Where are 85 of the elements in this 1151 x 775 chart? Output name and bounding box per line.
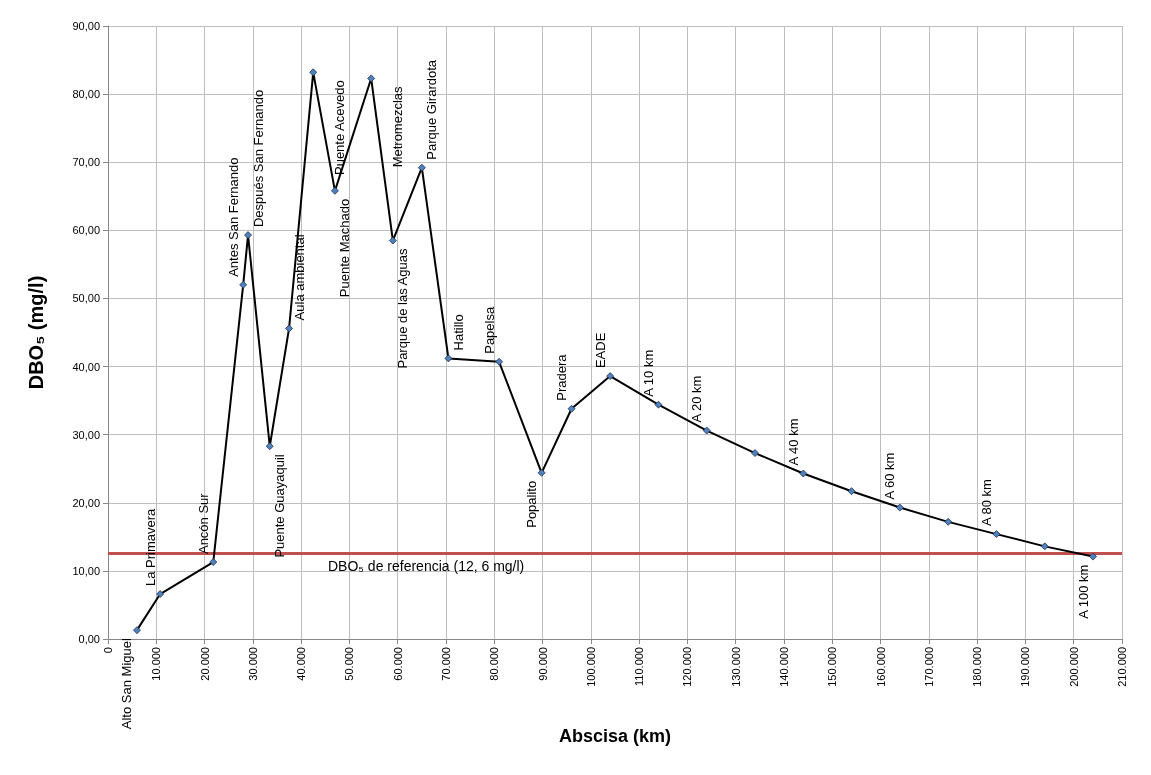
annotation: Popalito bbox=[524, 480, 540, 528]
x-tick-label: 50.000 bbox=[343, 647, 356, 681]
annotation: Puente Machado bbox=[337, 198, 353, 298]
annotation: Alto San Miguel bbox=[119, 638, 135, 730]
annotation: Antes San Fernando bbox=[225, 157, 241, 277]
annotation: Parque Girardota bbox=[424, 59, 440, 160]
y-tick-label: 60,00 bbox=[72, 224, 100, 237]
x-tick-label: 190.000 bbox=[1019, 647, 1032, 687]
annotation: A 40 km bbox=[785, 418, 801, 466]
x-tick-label: 150.000 bbox=[826, 647, 839, 687]
point bbox=[239, 280, 248, 289]
annotation: Hatillo bbox=[450, 314, 466, 351]
x-tick-label: 140.000 bbox=[778, 647, 790, 687]
annotation: La Primavera bbox=[142, 507, 158, 587]
x-tick-label: 80.000 bbox=[488, 647, 501, 681]
point bbox=[331, 186, 339, 195]
x-tick-label: 120.000 bbox=[681, 647, 694, 687]
annotation: Después San Fernando bbox=[250, 89, 266, 228]
y-axis-title: DBO₅ (mg/l) bbox=[25, 275, 47, 390]
point bbox=[567, 404, 576, 413]
annotation: A 100 km bbox=[1075, 564, 1091, 619]
annotation: A 80 km bbox=[978, 479, 994, 527]
x-axis-title: Abscisa (km) bbox=[558, 726, 672, 746]
x-tick-label: 30.000 bbox=[246, 647, 259, 681]
point bbox=[895, 503, 904, 512]
point bbox=[388, 236, 397, 245]
point bbox=[992, 530, 1001, 539]
point bbox=[309, 68, 318, 77]
point bbox=[417, 163, 426, 172]
y-tick-label: 30,00 bbox=[72, 428, 100, 441]
annotation: A 20 km bbox=[689, 375, 705, 423]
point bbox=[1089, 552, 1097, 561]
x-tick-label: 170.000 bbox=[922, 647, 935, 687]
y-tick-label: 90,00 bbox=[72, 20, 100, 32]
annotation: Pradera bbox=[554, 353, 570, 401]
annotation: Puente Acevedo bbox=[331, 80, 347, 176]
point bbox=[244, 231, 252, 239]
point bbox=[606, 372, 615, 380]
point bbox=[367, 74, 376, 83]
point bbox=[285, 324, 293, 333]
x-tick-label: 160.000 bbox=[874, 647, 887, 687]
x-tick-label: 60.000 bbox=[391, 647, 404, 681]
y-tick-label: 20,00 bbox=[72, 496, 100, 509]
y-tick-label: 70,00 bbox=[72, 156, 100, 169]
x-tick-label: 110.000 bbox=[633, 647, 646, 686]
point bbox=[133, 626, 141, 635]
y-tick-label: 80,00 bbox=[72, 88, 100, 101]
point bbox=[847, 487, 856, 496]
x-tick-label: 70.000 bbox=[440, 647, 452, 681]
point bbox=[209, 558, 218, 566]
y-tick-label: 40,00 bbox=[72, 360, 100, 373]
point bbox=[751, 449, 759, 457]
annotation: EADE bbox=[592, 332, 608, 369]
point bbox=[1040, 542, 1049, 551]
annotation: Aula ambiental bbox=[291, 234, 307, 321]
y-tick-label: 50,00 bbox=[72, 292, 100, 305]
point bbox=[702, 426, 711, 435]
annotation: Puente Guayaquil bbox=[272, 454, 288, 558]
x-tick-label: 210.000 bbox=[1116, 647, 1128, 687]
x-tick-label: 0 bbox=[102, 647, 114, 654]
x-tick-label: 180.000 bbox=[971, 647, 984, 687]
x-tick-label: 200.000 bbox=[1067, 647, 1080, 687]
point bbox=[799, 469, 808, 478]
x-tick-label: 100.000 bbox=[584, 647, 597, 687]
x-tick-label: 10.000 bbox=[150, 647, 163, 681]
x-tick-label: 130.000 bbox=[729, 647, 742, 687]
point bbox=[156, 590, 165, 598]
point bbox=[654, 400, 663, 409]
annotation: Parque de las Aguas bbox=[395, 248, 411, 369]
point bbox=[444, 354, 453, 363]
x-tick-label: 90.000 bbox=[536, 647, 549, 681]
x-tick-label: 40.000 bbox=[295, 647, 308, 681]
point bbox=[265, 442, 274, 451]
y-tick-label: 0,00 bbox=[78, 633, 100, 645]
annotation: A 10 km bbox=[640, 349, 656, 397]
annotation: Ancón Sur bbox=[195, 492, 211, 555]
annotation: A 60 km bbox=[882, 452, 898, 500]
point bbox=[537, 468, 546, 477]
y-tick-label: 10,00 bbox=[72, 564, 100, 577]
annotation: Papelsa bbox=[481, 306, 497, 354]
annotation: Metromezclas bbox=[389, 85, 405, 168]
ref-line-label: DBO₅ de referencia (12, 6 mg/l) bbox=[328, 558, 525, 575]
point bbox=[944, 517, 953, 526]
point bbox=[495, 357, 504, 366]
x-tick-label: 20.000 bbox=[198, 647, 211, 681]
